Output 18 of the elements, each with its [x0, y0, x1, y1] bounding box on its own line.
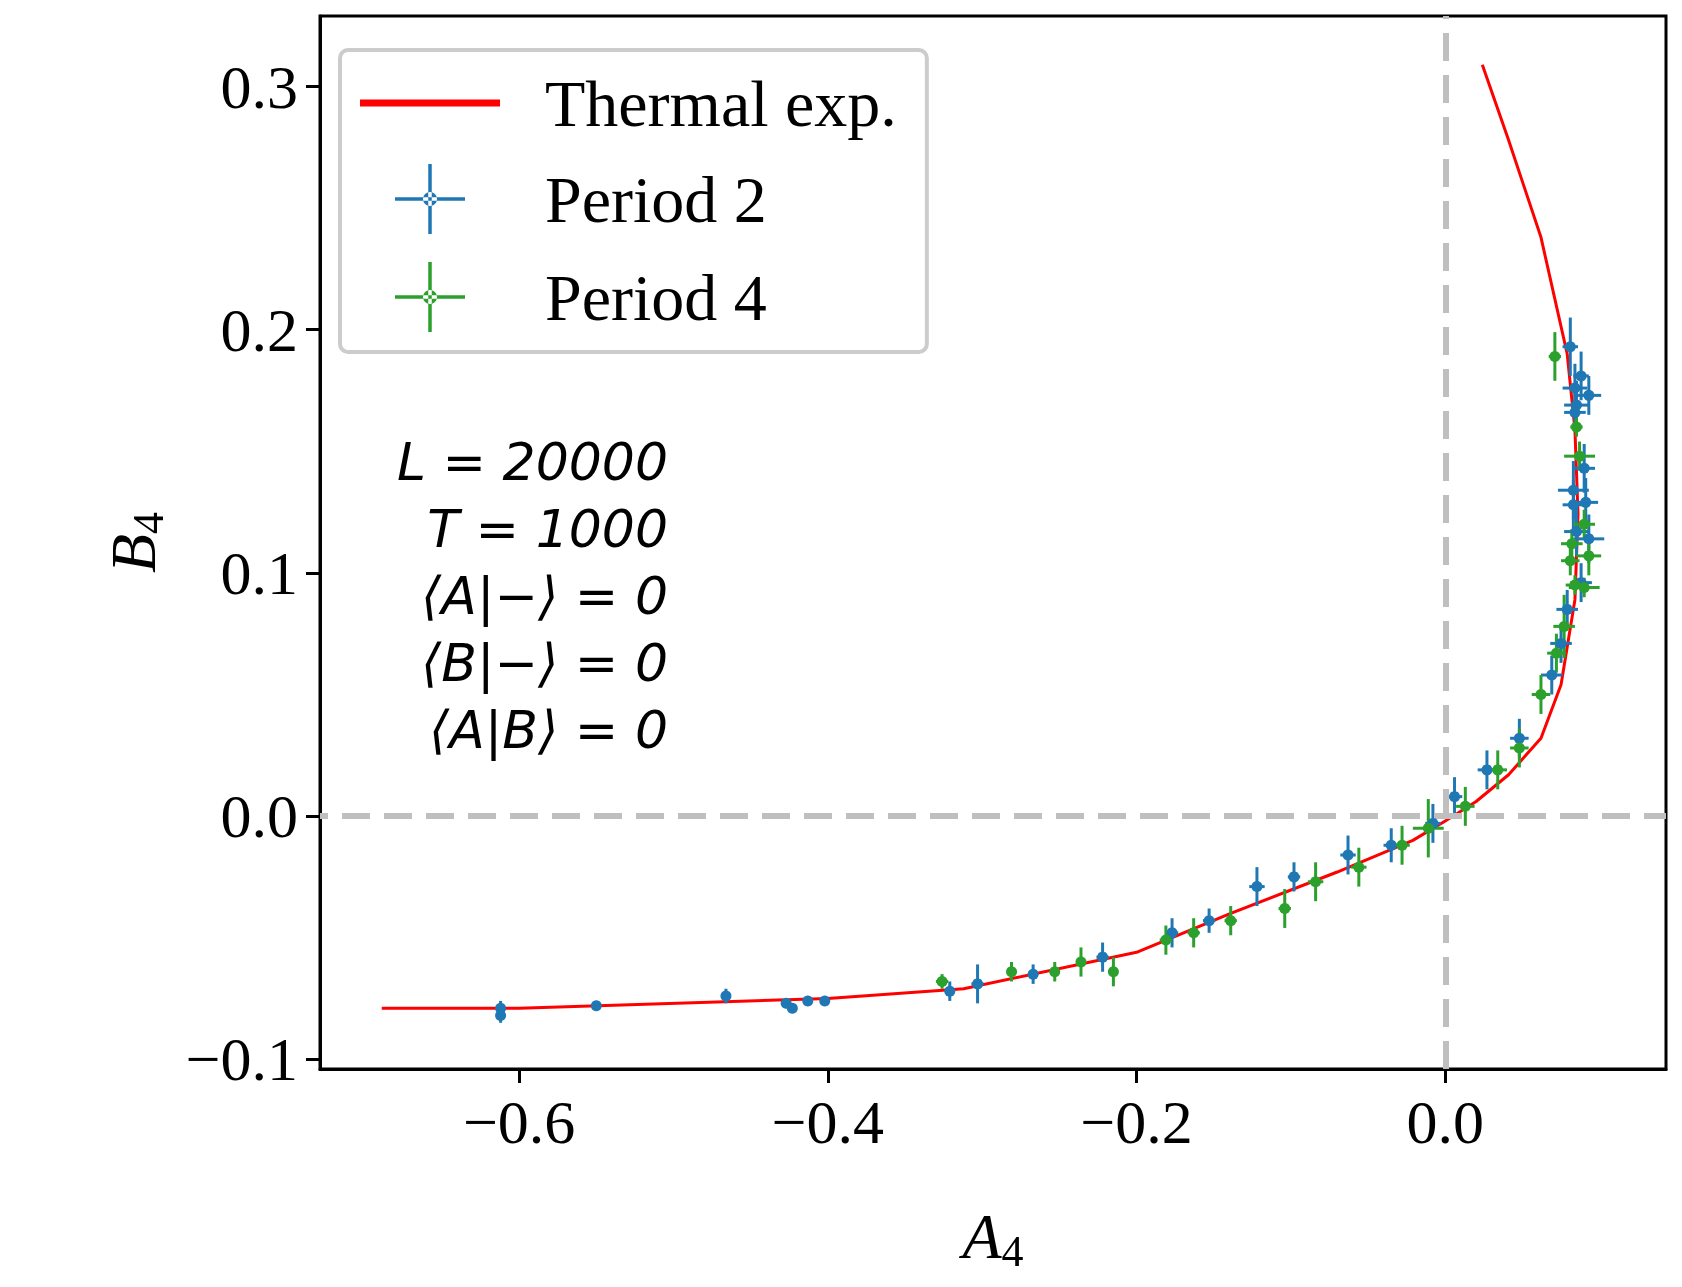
annotation: ⟨A|−⟩ = 0 — [421, 566, 668, 627]
x-tick-label: 0.0 — [1406, 1088, 1485, 1156]
y-tick-label: 0.0 — [220, 782, 298, 851]
annotation: L = 20000 — [396, 432, 668, 492]
y-tick-label: 0.2 — [220, 295, 298, 364]
annotation: T = 1000 — [427, 499, 668, 559]
y-tick-label: 0.3 — [220, 52, 298, 121]
annotation: ⟨B|−⟩ = 0 — [420, 633, 668, 694]
legend-label: Thermal exp. — [545, 66, 897, 140]
y-axis-title: B4 — [97, 511, 173, 574]
annotation: ⟨A|B⟩ = 0 — [428, 700, 668, 761]
legend-label: Period 2 — [545, 162, 767, 236]
x-tick-label: −0.2 — [1080, 1088, 1193, 1156]
legend-label: Period 4 — [545, 260, 767, 334]
y-tick-label: 0.1 — [220, 538, 298, 607]
y-tick-label: −0.1 — [185, 1025, 298, 1094]
x-tick-label: −0.4 — [771, 1088, 885, 1156]
x-tick-label: −0.6 — [462, 1088, 576, 1156]
